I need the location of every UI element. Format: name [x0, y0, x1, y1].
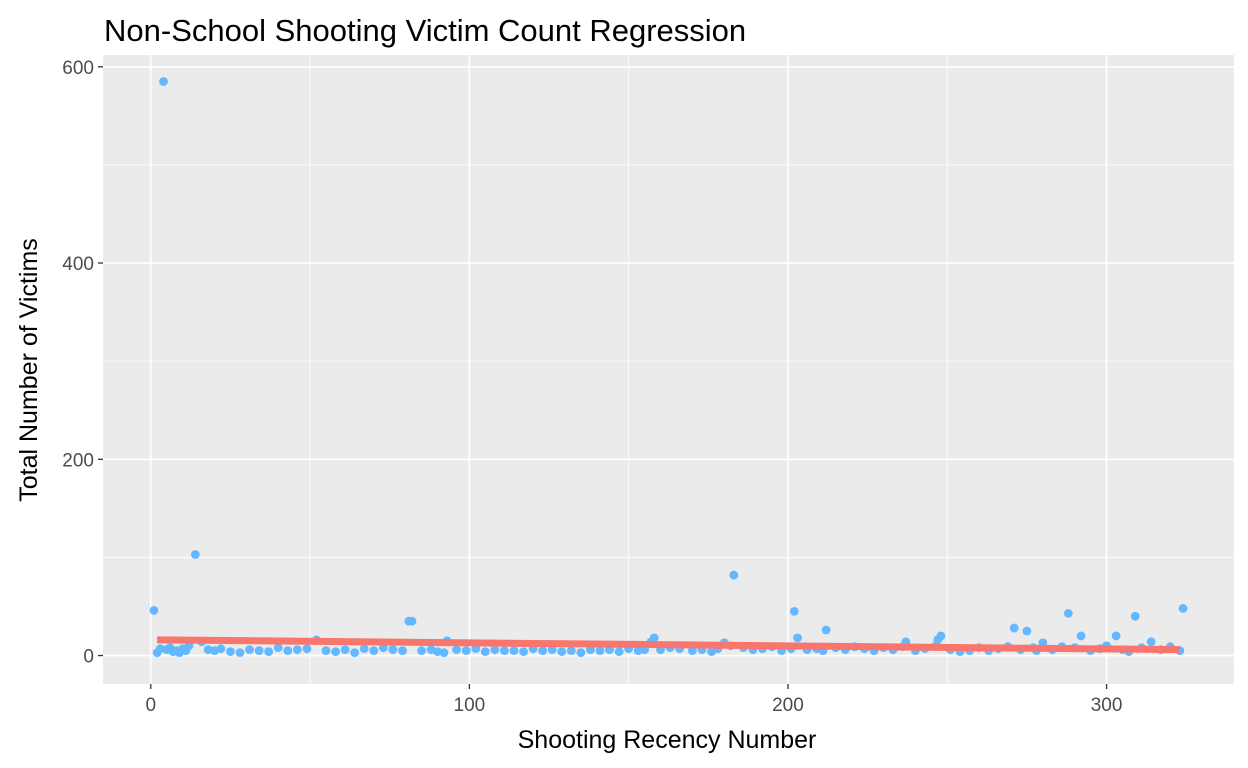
- data-point: [821, 625, 831, 635]
- data-point: [1111, 631, 1121, 641]
- grid-major: [103, 55, 1234, 684]
- data-point: [264, 647, 274, 657]
- data-point: [557, 647, 567, 657]
- data-point: [1063, 608, 1073, 618]
- data-point: [398, 646, 407, 656]
- data-point: [149, 606, 159, 615]
- data-point: [439, 648, 449, 657]
- grid-minor: [103, 55, 1234, 684]
- plot-panel: [103, 55, 1234, 684]
- x-tick-label: 200: [772, 695, 804, 716]
- x-axis-label: Shooting Recency Number: [518, 726, 817, 754]
- data-point: [1009, 623, 1019, 633]
- data-point: [461, 646, 471, 656]
- data-point: [576, 648, 586, 657]
- y-tick-label: 0: [83, 647, 94, 668]
- data-point: [417, 646, 426, 656]
- data-point: [388, 645, 398, 655]
- data-point: [480, 647, 490, 657]
- x-axis: 0 100 200 300: [145, 684, 1122, 716]
- data-point: [547, 645, 557, 655]
- data-point: [509, 646, 519, 656]
- data-point: [283, 646, 293, 656]
- data-point: [190, 550, 200, 559]
- data-point: [369, 646, 379, 656]
- y-tick-label: 600: [62, 58, 94, 79]
- regression-layer: [157, 636, 1180, 654]
- data-point: [793, 633, 802, 643]
- data-point: [292, 645, 302, 655]
- data-point: [1022, 626, 1032, 636]
- data-point: [321, 646, 331, 656]
- data-point: [216, 644, 226, 654]
- data-point: [350, 648, 360, 657]
- data-point: [789, 606, 799, 616]
- data-point: [471, 644, 481, 654]
- data-point: [729, 570, 739, 580]
- data-point: [1146, 637, 1156, 647]
- data-point: [452, 645, 462, 655]
- x-tick-label: 0: [145, 695, 156, 716]
- data-point: [331, 647, 340, 657]
- data-point: [490, 645, 500, 655]
- y-axis: 0 200 400 600: [62, 58, 103, 668]
- data-point: [936, 631, 946, 641]
- data-point: [226, 647, 235, 657]
- data-point: [614, 647, 624, 657]
- data-point: [159, 77, 168, 86]
- data-point: [500, 646, 509, 656]
- x-tick-label: 100: [454, 695, 486, 716]
- data-point: [273, 643, 283, 653]
- data-point: [245, 645, 254, 655]
- y-axis-label: Total Number of Victims: [15, 238, 43, 502]
- data-point: [254, 646, 264, 656]
- chart-title: Non-School Shooting Victim Count Regress…: [104, 13, 746, 48]
- data-point: [407, 616, 417, 626]
- data-point: [340, 645, 350, 655]
- regression-line: [157, 636, 1180, 654]
- y-tick-label: 200: [62, 450, 94, 471]
- data-point: [538, 646, 548, 656]
- data-point: [519, 647, 528, 657]
- data-point: [359, 644, 369, 654]
- data-point: [595, 646, 605, 656]
- data-point: [1130, 611, 1140, 621]
- y-tick-label: 400: [62, 254, 94, 275]
- data-point: [649, 633, 659, 643]
- data-point: [302, 644, 312, 654]
- data-point: [1076, 631, 1086, 641]
- x-tick-label: 300: [1091, 695, 1123, 716]
- data-point: [566, 646, 576, 656]
- data-point: [235, 648, 245, 657]
- data-point: [1178, 604, 1188, 613]
